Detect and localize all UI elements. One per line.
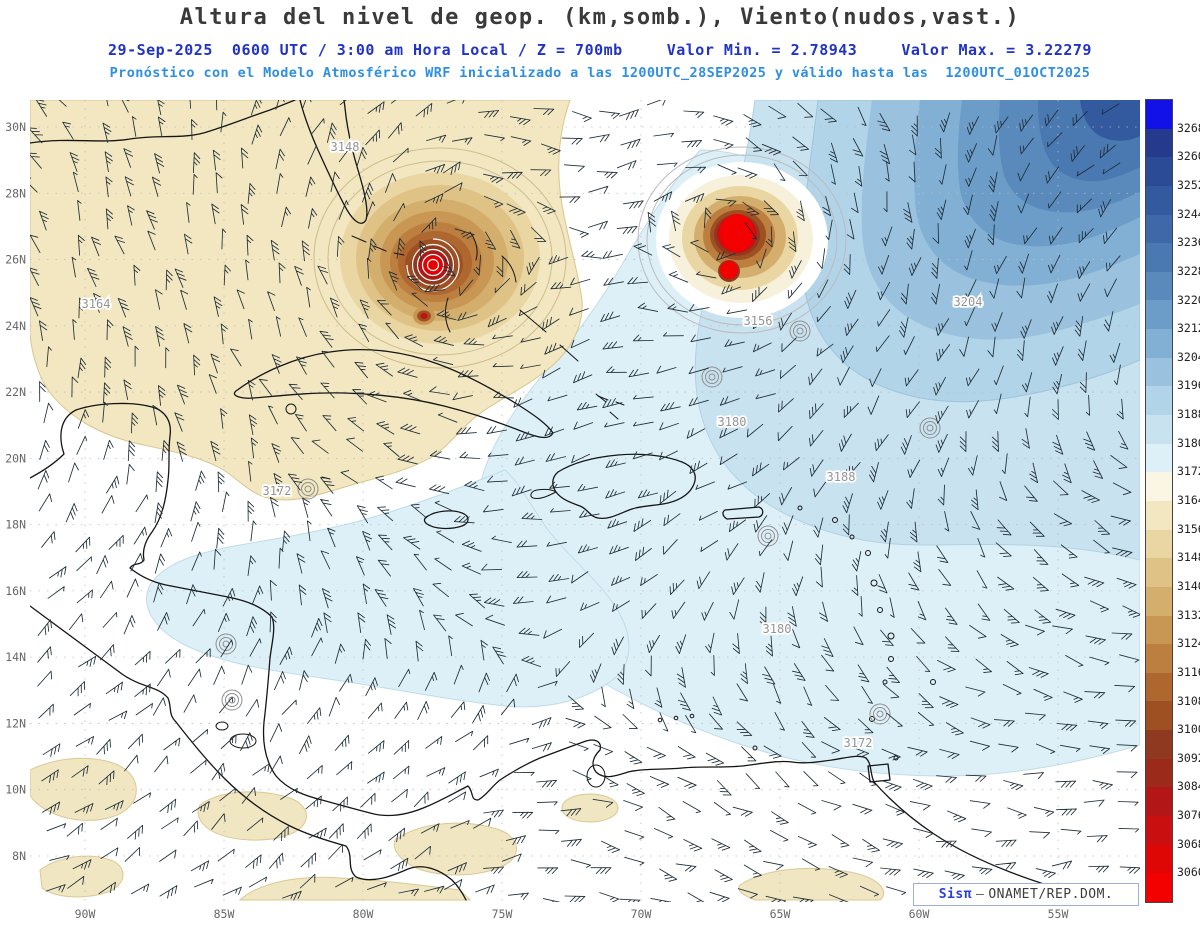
page-title: Altura del nivel de geop. (km,somb.), Vi… (179, 5, 1021, 30)
colorbar-segment (1146, 730, 1172, 759)
lat-label: 20N (5, 451, 26, 465)
colorbar-segment (1146, 128, 1172, 158)
attribution-separator: – (976, 887, 985, 902)
contour-label: 3188 (827, 470, 856, 484)
lat-label: 24N (5, 319, 26, 333)
colorbar-segment (1146, 157, 1172, 186)
contour-label: 3164 (82, 297, 111, 311)
contour-label: 3180 (763, 622, 792, 636)
model-info-line: Pronóstico con el Modelo Atmosférico WRF… (109, 65, 1091, 81)
lon-label: 85W (214, 907, 235, 921)
colorbar-segment (1146, 329, 1172, 358)
colorbar-segment (1146, 787, 1172, 817)
contour-label: 3148 (331, 140, 360, 154)
colorbar-segment (1146, 758, 1172, 788)
value-max-text: Valor Max. = 3.22279 (901, 41, 1092, 59)
lat-label: 30N (5, 120, 26, 134)
valid-time-line: 29-Sep-2025 0600 UTC / 3:00 am Hora Loca… (0, 41, 1200, 59)
colorbar-segment (1146, 701, 1172, 731)
colorbar-segment (1146, 472, 1172, 501)
colorbar-segment (1146, 529, 1172, 559)
colorbar-segment (1146, 386, 1172, 416)
coastlines-layer (30, 100, 1099, 902)
contour-label: 3156 (744, 314, 773, 328)
colorbar-segment (1146, 443, 1172, 473)
contour-label: 3204 (954, 295, 983, 309)
colorbar-segment (1146, 214, 1172, 244)
colorbar-segment (1146, 558, 1172, 587)
lat-label: 26N (5, 253, 26, 267)
lat-label: 10N (5, 783, 26, 797)
colorbar-segment (1146, 816, 1172, 845)
lat-label: 28N (5, 186, 26, 200)
lat-label: 8N (12, 849, 26, 863)
colorbar-segment (1146, 243, 1172, 272)
colorbar-segment (1146, 844, 1172, 874)
axis-labels-layer: 30N 28N 26N 24N 22N 20N 18N 16N 14N 12N 10N 8N 90W 85… (5, 120, 1068, 921)
colorbar-segment (1146, 300, 1172, 330)
colorbar-segment (1146, 100, 1172, 129)
colorbar-segment (1146, 415, 1172, 444)
lon-label: 55W (1048, 907, 1069, 921)
lon-label: 80W (353, 907, 374, 921)
height-shading-layer (30, 100, 1140, 901)
wind-barbs (30, 100, 1140, 902)
colorbar-segment (1146, 357, 1172, 387)
latlon-grid (30, 100, 1140, 902)
lat-label: 12N (5, 716, 26, 730)
wind-barbs-layer (30, 100, 1140, 902)
colorbar-segment (1146, 500, 1172, 530)
colorbar-segment (1146, 644, 1172, 673)
colorbar-segment (1146, 271, 1172, 301)
lon-label: 70W (631, 907, 652, 921)
contour-label: 3172 (844, 736, 873, 750)
brand-label: Sisπ (938, 887, 973, 902)
organization-label: ONAMET/REP.DOM. (988, 887, 1114, 902)
value-min-text: Valor Min. = 2.78943 (666, 41, 858, 59)
lat-label: 18N (5, 518, 26, 532)
lon-label: 75W (492, 907, 513, 921)
attribution-box: Sisπ – ONAMET/REP.DOM. (913, 883, 1139, 906)
lon-label: 60W (909, 907, 930, 921)
lat-label: 22N (5, 385, 26, 399)
lon-label: 65W (770, 907, 791, 921)
contour-label: 3172 (263, 484, 292, 498)
colorbar (1145, 99, 1173, 903)
lon-label: 90W (75, 907, 96, 921)
contour-labels-layer: 3148 3164 3172 3156 3204 3180 3188 3180 3172 (80, 138, 984, 752)
minor-vortex-markers (215, 320, 941, 725)
colorbar-segment (1146, 586, 1172, 616)
colorbar-segment (1146, 615, 1172, 645)
colorbar-segment (1146, 185, 1172, 215)
datetime-level-text: 29-Sep-2025 0600 UTC / 3:00 am Hora Loca… (108, 41, 623, 59)
colorbar-segment (1146, 873, 1172, 902)
colorbar-segment (1146, 672, 1172, 702)
lat-label: 16N (5, 584, 26, 598)
lat-label: 14N (5, 650, 26, 664)
contour-label: 3180 (718, 415, 747, 429)
